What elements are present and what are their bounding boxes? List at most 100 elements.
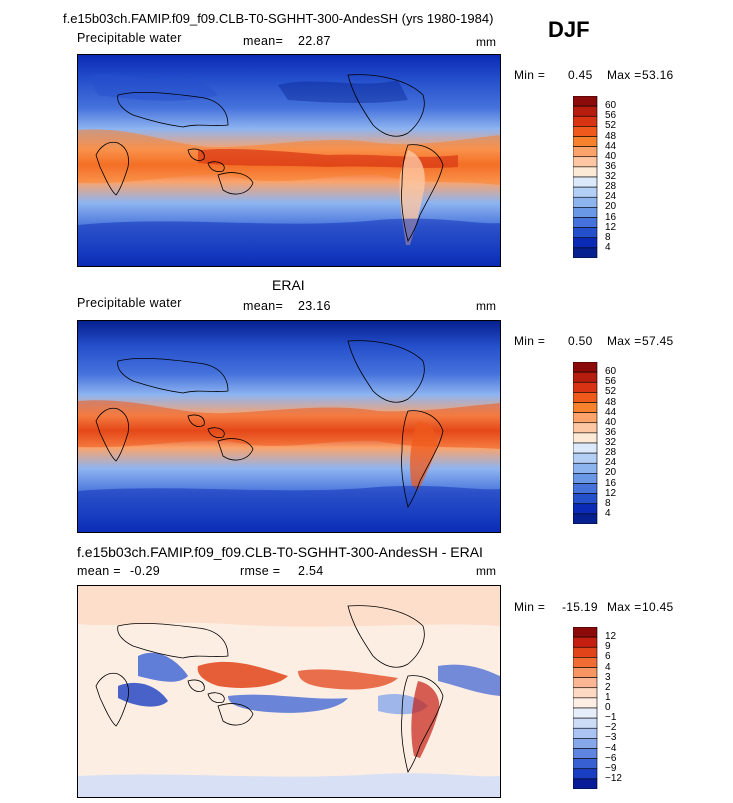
colorbar-tick-label: 60	[605, 100, 617, 112]
panel2-colorbar-ticks: 60 56 52 48 44 40 36 32 28 24 20 16 12 8 4	[605, 362, 645, 524]
colorbar-bin	[573, 412, 598, 424]
panel2-variable-label: Precipitable water	[77, 296, 182, 310]
colorbar-bin	[573, 513, 598, 524]
panel3-rmse-label: rmse =	[240, 564, 281, 578]
colorbar-tick-label: 8	[605, 231, 611, 243]
colorbar-bin	[573, 115, 598, 127]
colorbar-tick-label: 56	[605, 376, 617, 388]
colorbar-bin	[573, 237, 598, 249]
colorbar-tick-label: 60	[605, 366, 617, 378]
colorbar-tick-label: 9	[605, 641, 611, 653]
panel1-max-label: Max =	[607, 68, 642, 82]
colorbar-bin	[573, 687, 598, 699]
colorbar-tick-label: −3	[605, 732, 617, 744]
colorbar-tick-label: 20	[605, 201, 617, 213]
colorbar-bin	[573, 126, 598, 137]
colorbar-tick-label: 24	[605, 191, 617, 203]
colorbar-bin	[573, 176, 598, 188]
panel1-variable-label: Precipitable water	[77, 31, 182, 45]
colorbar-tick-label: −9	[605, 762, 617, 774]
panel3-colorbar-ticks: 12 9 6 4 3 2 1 0 −1 −2 −3 −4 −6 −9 −12	[605, 627, 645, 789]
panel3-min-label: Min =	[514, 600, 546, 614]
colorbar-bin	[573, 503, 598, 515]
colorbar-bin	[573, 381, 598, 393]
colorbar-tick-label: 44	[605, 140, 617, 152]
colorbar-tick-label: 4	[605, 241, 611, 253]
panel2-max-value: 57.45	[642, 334, 674, 348]
colorbar-bin	[573, 371, 598, 383]
colorbar-bin	[573, 727, 598, 739]
colorbar-bin	[573, 105, 598, 117]
colorbar-bin	[573, 156, 598, 168]
panel3-units: mm	[476, 564, 496, 578]
colorbar-bin	[573, 778, 598, 789]
panel2-section-title: ERAI	[272, 277, 305, 293]
panel2-min-value: 0.50	[568, 334, 593, 348]
colorbar-bin	[573, 717, 598, 729]
colorbar-bin	[573, 166, 598, 178]
colorbar-tick-label: 16	[605, 477, 617, 489]
colorbar-bin	[573, 636, 598, 648]
colorbar-bin	[573, 96, 598, 107]
colorbar-tick-label: 56	[605, 110, 617, 122]
season-label: DJF	[548, 17, 590, 42]
panel1-units: mm	[476, 35, 496, 49]
colorbar-bin	[573, 186, 598, 198]
colorbar-bin	[573, 442, 598, 454]
colorbar-tick-label: 40	[605, 416, 617, 428]
colorbar-tick-label: −1	[605, 712, 617, 724]
colorbar-tick-label: 52	[605, 386, 617, 398]
colorbar-tick-label: −6	[605, 752, 617, 764]
panel3-colorbar	[573, 627, 598, 789]
colorbar-tick-label: −12	[605, 772, 622, 784]
colorbar-bin	[573, 748, 598, 759]
panel1-colorbar	[573, 96, 598, 258]
panel2-colorbar	[573, 362, 598, 524]
panel1-min-value: 0.45	[568, 68, 593, 82]
colorbar-tick-label: 36	[605, 160, 617, 172]
panel1-map	[77, 54, 501, 267]
colorbar-tick-label: 28	[605, 447, 617, 459]
colorbar-bin	[573, 627, 598, 638]
panel3-rmse-value: 2.54	[298, 564, 324, 578]
panel2-max-label: Max =	[607, 334, 642, 348]
colorbar-tick-label: 24	[605, 457, 617, 469]
colorbar-bin	[573, 432, 598, 444]
colorbar-tick-label: 48	[605, 130, 617, 142]
colorbar-tick-label: 44	[605, 406, 617, 418]
colorbar-bin	[573, 247, 598, 258]
panel3-mean-label: mean =	[77, 564, 121, 578]
colorbar-tick-label: 32	[605, 437, 617, 448]
colorbar-tick-label: 52	[605, 120, 617, 132]
panel3-max-value: 10.45	[642, 600, 674, 614]
colorbar-tick-label: −2	[605, 722, 617, 734]
colorbar-bin	[573, 196, 598, 208]
colorbar-bin	[573, 677, 598, 689]
colorbar-tick-label: 48	[605, 396, 617, 408]
colorbar-tick-label: 36	[605, 426, 617, 438]
colorbar-bin	[573, 667, 598, 678]
colorbar-tick-label: 3	[605, 671, 611, 683]
figure-title: f.e15b03ch.FAMIP.f09_f09.CLB-T0-SGHHT-30…	[63, 11, 494, 26]
colorbar-bin	[573, 473, 598, 484]
colorbar-tick-label: 12	[605, 221, 617, 233]
panel3-section-title: f.e15b03ch.FAMIP.f09_f09.CLB-T0-SGHHT-30…	[77, 544, 483, 560]
colorbar-bin	[573, 402, 598, 413]
colorbar-bin	[573, 768, 598, 780]
colorbar-tick-label: 4	[605, 507, 611, 519]
panel3-min-value: -15.19	[562, 600, 598, 614]
panel2-mean-value: 23.16	[298, 299, 331, 313]
panel1-min-label: Min =	[514, 68, 546, 82]
colorbar-bin	[573, 646, 598, 658]
panel1-mean-value: 22.87	[298, 34, 331, 48]
colorbar-tick-label: 16	[605, 211, 617, 223]
colorbar-bin	[573, 146, 598, 158]
colorbar-bin	[573, 392, 598, 403]
colorbar-tick-label: 1	[605, 691, 611, 703]
panel2-units: mm	[476, 299, 496, 313]
colorbar-tick-label: 12	[605, 487, 617, 499]
panel3-map	[77, 585, 501, 798]
panel2-min-label: Min =	[514, 334, 546, 348]
colorbar-tick-label: 8	[605, 497, 611, 509]
colorbar-tick-label: 6	[605, 651, 611, 663]
